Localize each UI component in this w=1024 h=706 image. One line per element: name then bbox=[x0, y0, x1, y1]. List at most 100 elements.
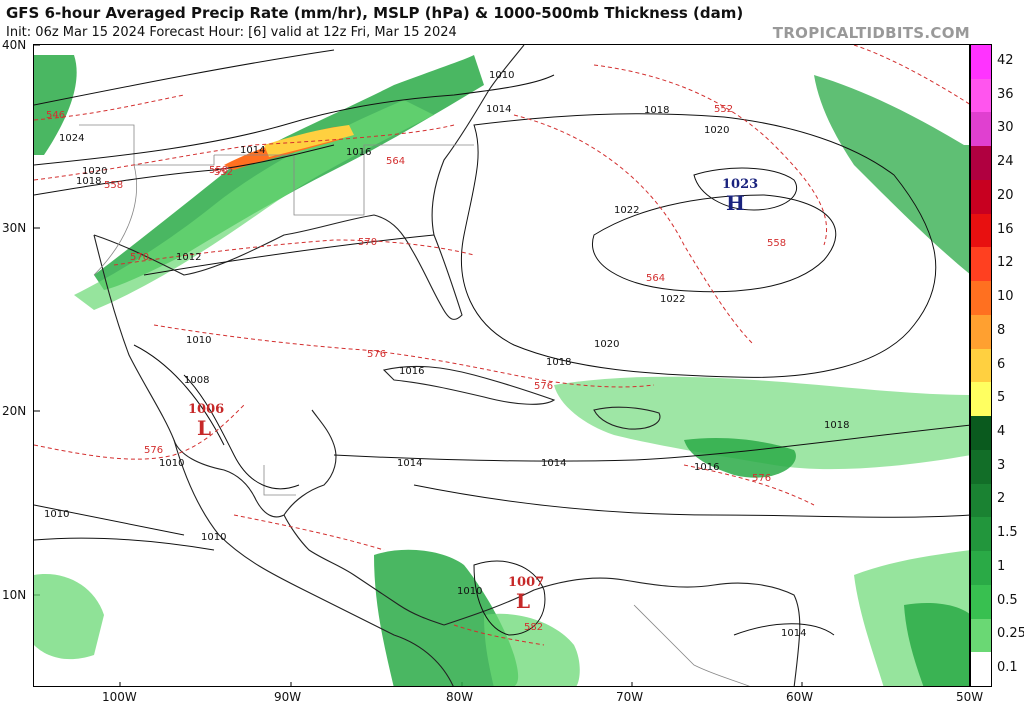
isobar-label: 1020 bbox=[594, 339, 619, 350]
isobar-label: 1022 bbox=[660, 294, 685, 305]
coast-hispaniola bbox=[593, 406, 661, 430]
colorbar-segment bbox=[971, 112, 991, 147]
colorbar-segment bbox=[971, 146, 991, 181]
thickness-label: 570 bbox=[130, 252, 149, 263]
colorbar-label: 24 bbox=[997, 154, 1014, 170]
colorbar-label: 0.5 bbox=[997, 592, 1018, 608]
coast-gulf-east-us bbox=[93, 45, 525, 320]
colorbar-segment bbox=[971, 281, 991, 316]
coastlines bbox=[93, 45, 801, 686]
chart-subtitle: Init: 06z Mar 15 2024 Forecast Hour: [6]… bbox=[6, 25, 457, 40]
lon-label-60w: 60W bbox=[786, 690, 814, 704]
precip-colorbar bbox=[970, 44, 992, 687]
precip-atlantic-ne bbox=[814, 75, 969, 274]
thickness-label: 564 bbox=[386, 156, 405, 167]
precip-band-southeast-us-light bbox=[74, 100, 434, 310]
isobar-label: 1010 bbox=[457, 586, 482, 597]
isobar-label: 1016 bbox=[346, 147, 371, 158]
colorbar-label: 20 bbox=[997, 187, 1014, 203]
colorbar-segment bbox=[971, 247, 991, 282]
isobar-label: 1014 bbox=[397, 458, 422, 469]
high-pressure-marker: H bbox=[726, 191, 745, 215]
isobar-label: 1018 bbox=[824, 420, 849, 431]
colorbar-label: 5 bbox=[997, 390, 1006, 406]
low-pressure-value-colombia: 1007 bbox=[508, 575, 544, 590]
thickness-label: 576 bbox=[752, 473, 771, 484]
colorbar-label: 12 bbox=[997, 255, 1014, 271]
isobar-label: 1020 bbox=[82, 166, 107, 177]
colorbar-label: 8 bbox=[997, 322, 1006, 338]
colorbar-segment bbox=[971, 348, 991, 383]
precip-sw-pacific bbox=[34, 574, 104, 660]
lon-label-90w: 90W bbox=[274, 690, 302, 704]
precip-nw-edge bbox=[34, 55, 77, 155]
low-pressure-value-gulf: 1006 bbox=[188, 402, 224, 417]
precip-heavy-core-yellow bbox=[264, 125, 354, 157]
colorbar-segment bbox=[971, 213, 991, 248]
lon-label-70w: 70W bbox=[616, 690, 644, 704]
thickness-label: 552 bbox=[214, 167, 233, 178]
colorbar-segment bbox=[971, 314, 991, 350]
isobar-label: 1016 bbox=[694, 462, 719, 473]
precip-south-america-west bbox=[374, 549, 519, 686]
thickness-label: 546 bbox=[46, 110, 65, 121]
thickness-label: 558 bbox=[104, 180, 123, 191]
lon-label-80w: 80W bbox=[446, 690, 474, 704]
lat-label-10n: 10N bbox=[2, 588, 27, 602]
thickness-lines bbox=[34, 45, 969, 646]
thickness-label: 558 bbox=[209, 165, 228, 176]
lat-label-30n: 30N bbox=[2, 221, 27, 235]
colorbar-segment bbox=[971, 517, 991, 552]
colorbar-label: 1 bbox=[997, 558, 1006, 574]
colorbar-segment bbox=[971, 416, 991, 451]
isobar-label: 1024 bbox=[59, 133, 84, 144]
colorbar-label: 4 bbox=[997, 423, 1006, 439]
isobar-label: 1010 bbox=[44, 509, 69, 520]
thickness-label: 582 bbox=[524, 622, 543, 633]
colorbar-segment bbox=[971, 618, 991, 653]
colorbar-label: 0.25 bbox=[997, 626, 1024, 642]
colorbar-segment bbox=[971, 551, 991, 586]
colorbar-segment bbox=[971, 78, 991, 113]
thickness-label: 570 bbox=[358, 237, 377, 248]
precip-south-america-colombia bbox=[484, 613, 580, 686]
isobar-label: 1014 bbox=[781, 628, 806, 639]
colorbar-label: 36 bbox=[997, 86, 1014, 102]
precip-atlantic-mid-core bbox=[684, 438, 796, 478]
map-canvas: 1010 1014 1018 1020 1024 1020 1018 1014 … bbox=[34, 45, 969, 686]
low-pressure-marker-colombia: L bbox=[516, 589, 530, 613]
colorbar-label: 42 bbox=[997, 52, 1014, 68]
pressure-centers: 1023 H 1006 L 1007 L bbox=[188, 177, 758, 613]
colorbar-label: 6 bbox=[997, 356, 1006, 372]
precip-areas bbox=[34, 55, 969, 686]
colorbar-segment bbox=[971, 449, 991, 485]
thickness-label: 558 bbox=[767, 238, 786, 249]
colorbar-label: 10 bbox=[997, 289, 1014, 305]
low-pressure-marker-gulf: L bbox=[197, 416, 211, 440]
precip-atlantic-mid bbox=[554, 376, 969, 470]
colorbar-label: 3 bbox=[997, 457, 1006, 473]
lat-label-40n: 40N bbox=[2, 38, 27, 52]
thickness-label: 576 bbox=[144, 445, 163, 456]
coast-yucatan bbox=[283, 514, 445, 626]
lon-label-50w: 50W bbox=[956, 690, 984, 704]
isobar-label: 1018 bbox=[644, 105, 669, 116]
isobars bbox=[34, 49, 969, 636]
forecast-map[interactable]: 1010 1014 1018 1020 1024 1020 1018 1014 … bbox=[33, 44, 970, 687]
colorbar-segment bbox=[971, 179, 991, 215]
colorbar-segment bbox=[971, 45, 991, 80]
isobar-label: 1010 bbox=[186, 335, 211, 346]
colorbar-segment bbox=[971, 382, 991, 417]
isobar-label: 1014 bbox=[541, 458, 566, 469]
colorbar-label: 2 bbox=[997, 491, 1006, 507]
thickness-label: 576 bbox=[367, 349, 386, 360]
lon-label-100w: 100W bbox=[102, 690, 137, 704]
isobar-label: 1020 bbox=[704, 125, 729, 136]
colorbar-segment bbox=[971, 652, 991, 687]
thickness-labels: 546 552 558 564 570 558 564 570 576 576 … bbox=[46, 104, 786, 633]
isobar-label: 1010 bbox=[159, 458, 184, 469]
isobar-labels: 1010 1014 1018 1020 1024 1020 1018 1014 … bbox=[44, 70, 849, 639]
coast-pacific-central-america bbox=[173, 439, 454, 686]
isobar-label: 1008 bbox=[184, 375, 209, 386]
source-credit[interactable]: TROPICALTIDBITS.COM bbox=[772, 24, 970, 42]
